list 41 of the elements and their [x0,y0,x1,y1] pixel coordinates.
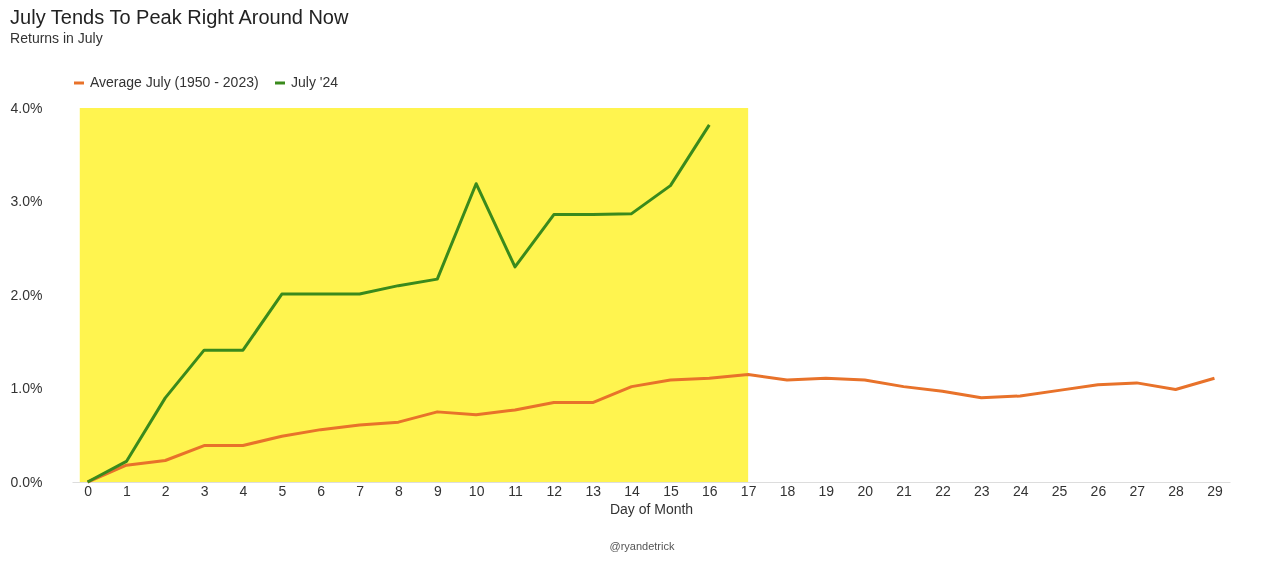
y-tick-label: 3.0% [10,193,43,209]
x-tick-label: 6 [317,482,326,499]
x-tick-label: 5 [278,482,287,499]
legend-label: July '24 [291,74,339,90]
y-tick-label: 2.0% [10,286,43,303]
x-tick-label: 11 [508,482,523,499]
y-tick-label: 0.0% [10,473,43,490]
x-tick-label: 9 [433,482,442,499]
x-tick-label: 2 [161,482,170,499]
y-tick-label: 4.0% [10,99,43,116]
text: @ryandetrick [608,540,676,554]
x-tick-label: 23 [974,482,990,499]
chart-title: July Tends To Peak Right Around Now [10,6,349,28]
x-tick-label: 29 [1207,482,1223,499]
x-tick-label: 12 [546,482,563,499]
x-tick-label: 27 [1129,482,1146,499]
x-tick-label: 19 [818,482,835,499]
x-tick-label: 15 [663,482,679,499]
x-tick-label: 7 [356,482,365,499]
x-tick-label: 13 [585,482,602,499]
x-axis-title: Day of Month [609,500,694,517]
y-tick-label: 1.0% [10,380,43,396]
x-tick-label: 10 [468,482,485,499]
chart-subtitle: Returns in July [10,30,103,46]
x-tick-label: 8 [395,482,404,499]
x-tick-label: 28 [1168,482,1185,499]
x-tick-label: 1 [123,482,131,499]
x-tick-label: 17 [740,482,757,499]
x-tick-label: 14 [624,482,641,499]
legend-label: Average July (1950 - 2023) [90,74,259,90]
x-tick-label: 16 [702,482,718,499]
x-tick-label: 0 [84,482,93,499]
x-tick-label: 24 [1012,482,1029,499]
x-tick-label: 20 [857,482,874,499]
x-tick-label: 4 [239,482,248,499]
x-tick-label: 18 [779,482,796,499]
x-tick-label: 3 [200,482,209,499]
x-tick-label: 22 [935,482,951,499]
x-tick-label: 21 [896,482,913,499]
x-tick-label: 26 [1090,482,1107,499]
x-tick-label: 25 [1051,482,1068,499]
